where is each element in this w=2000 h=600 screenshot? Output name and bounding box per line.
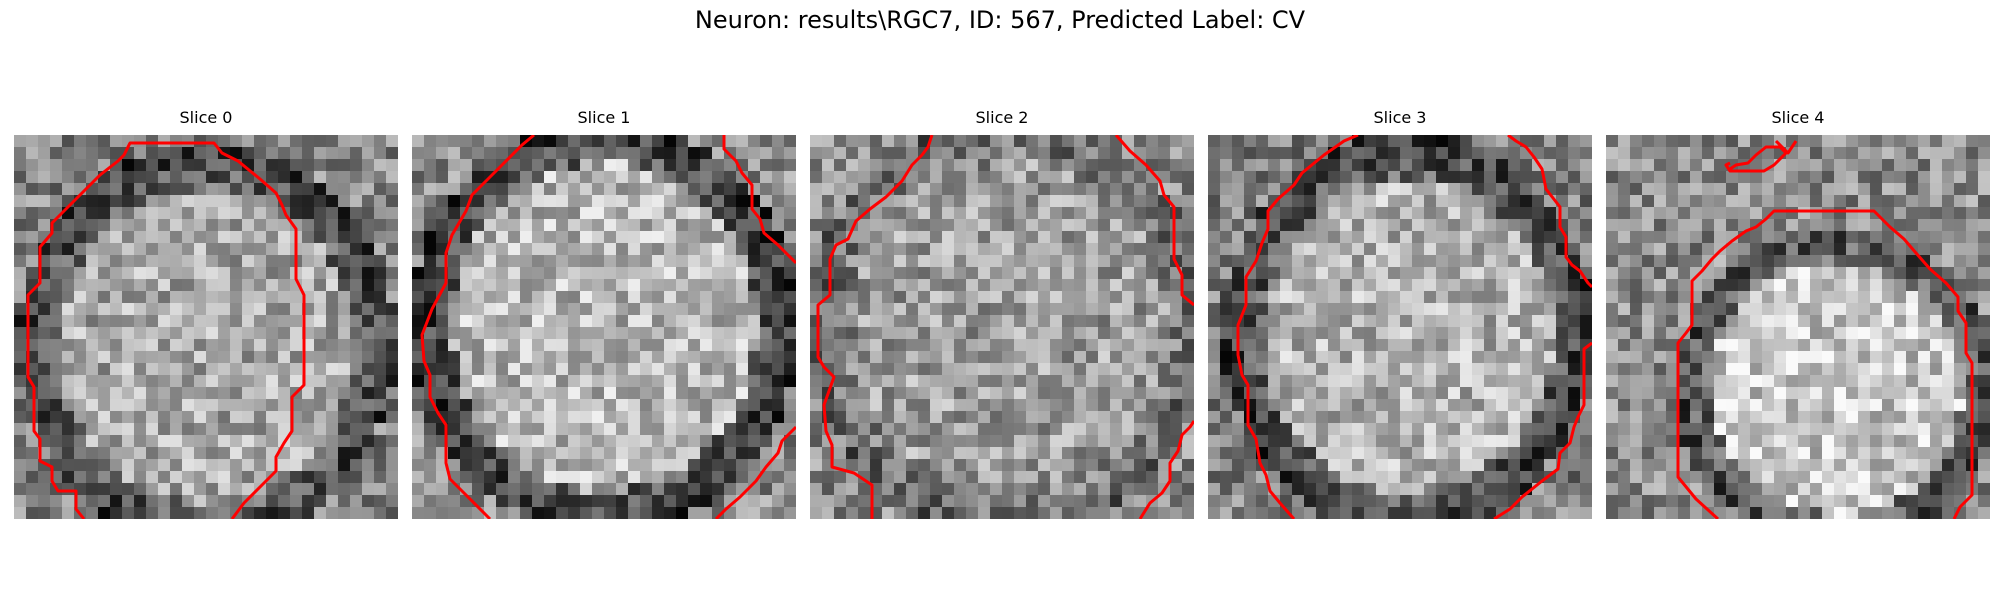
contour-line [714, 425, 796, 519]
slice-image-1 [412, 135, 796, 519]
contour-line [816, 135, 934, 519]
pixel-grid [810, 135, 1194, 519]
slice-image-4 [1606, 135, 1990, 519]
pixel-grid [1208, 135, 1592, 519]
pixel-grid [412, 135, 796, 519]
contour-line [26, 141, 306, 519]
pixel-grid [14, 135, 398, 519]
contour-line [1774, 139, 1798, 155]
figure-title: Neuron: results\RGC7, ID: 567, Predicted… [694, 6, 1306, 34]
contour-line [1138, 420, 1194, 519]
pixel-grid [1606, 135, 1990, 519]
contour-line [1114, 135, 1194, 307]
contour-line [1676, 209, 1974, 519]
contour-line [1493, 341, 1592, 519]
slice-image-0 [14, 135, 398, 519]
slice-title-2: Slice 2 [975, 108, 1029, 127]
slice-image-2 [810, 135, 1194, 519]
contour-line [1236, 135, 1359, 519]
contour-line [722, 135, 796, 265]
contour-line [420, 135, 535, 519]
slice-image-3 [1208, 135, 1592, 519]
contour-line [1507, 135, 1592, 289]
slice-title-1: Slice 1 [577, 108, 631, 127]
slice-title-4: Slice 4 [1771, 108, 1825, 127]
slice-title-3: Slice 3 [1373, 108, 1427, 127]
slice-title-0: Slice 0 [179, 108, 233, 127]
